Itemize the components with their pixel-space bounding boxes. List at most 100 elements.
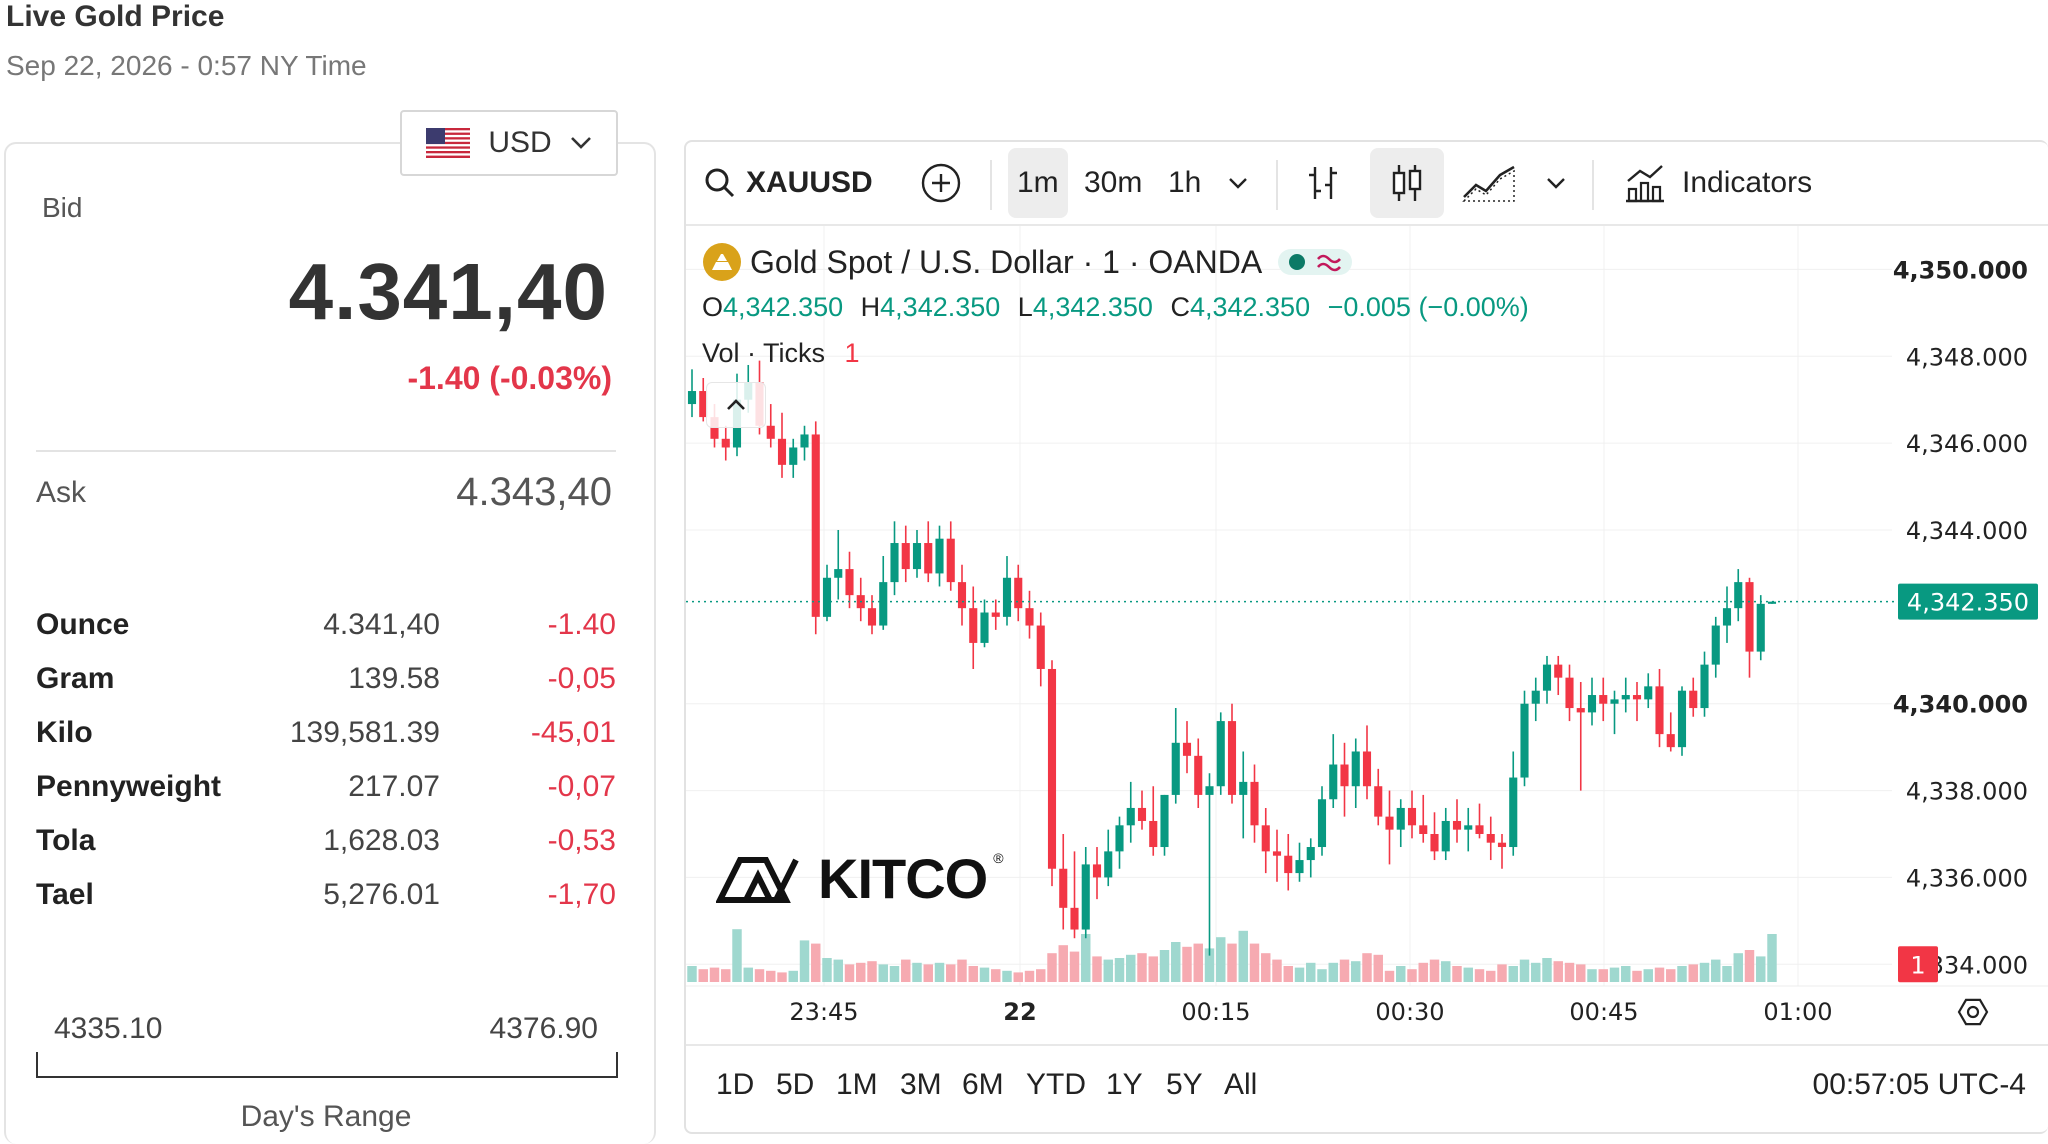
candle-body — [1610, 699, 1619, 704]
active-interval-highlight — [1008, 148, 1068, 218]
candle-body — [1329, 764, 1338, 800]
days-range-bar — [36, 1052, 618, 1078]
volume-bar — [1148, 956, 1158, 982]
range-5y[interactable]: 5Y — [1166, 1068, 1203, 1101]
unit-price: 5,276.01 — [323, 878, 440, 911]
volume-bar — [709, 967, 720, 982]
ask-label: Ask — [36, 476, 87, 509]
area-chart-icon — [1462, 165, 1515, 202]
candle-body — [1036, 625, 1045, 669]
candle-body — [1520, 703, 1529, 778]
candle-body — [1644, 686, 1653, 700]
candle-body — [1317, 799, 1327, 848]
volume-bar — [1666, 969, 1676, 982]
last-price-label: 4,342.350 — [1907, 589, 2029, 617]
candle-body — [1227, 721, 1237, 795]
time-tick-label: 22 — [1003, 998, 1036, 1026]
candle-body — [1272, 851, 1282, 856]
volume-bar — [878, 964, 888, 982]
candle-body — [901, 543, 910, 570]
time-tick-label: 00:45 — [1569, 998, 1638, 1026]
chart-toolbar — [686, 142, 2048, 226]
volume-bar — [788, 970, 798, 982]
days-range-caption: Day's Range — [240, 1100, 412, 1133]
low-value: 4,342.350 — [1032, 292, 1153, 322]
currency-select[interactable]: USD — [400, 110, 618, 176]
range-5d[interactable]: 5D — [776, 1068, 815, 1101]
candle-body — [1700, 664, 1709, 709]
candle-body — [1070, 907, 1079, 930]
bar-chart-type-button[interactable] — [1306, 142, 1340, 224]
kitco-mark-icon — [716, 856, 799, 903]
candle-body — [1194, 755, 1203, 795]
volume-bar — [923, 964, 933, 982]
symbol-search[interactable]: XAUUSD — [704, 142, 873, 224]
range-6m[interactable]: 6M — [962, 1068, 1004, 1101]
range-1y[interactable]: 1Y — [1106, 1068, 1143, 1101]
candle-body — [1205, 786, 1214, 795]
volume-bar — [991, 969, 1001, 982]
candle-body — [1407, 807, 1417, 826]
range-all[interactable]: All — [1224, 1068, 1258, 1101]
candle-body — [1430, 834, 1439, 852]
bid-label: Bid — [42, 192, 83, 223]
range-1m[interactable]: 1M — [836, 1068, 878, 1101]
compare-symbol-button[interactable] — [920, 142, 962, 224]
volume-bar — [732, 929, 742, 982]
candle-chart-type-button[interactable] — [1390, 142, 1424, 224]
range-3m[interactable]: 3M — [900, 1068, 942, 1101]
volume-bar — [1744, 950, 1755, 982]
volume-bar — [1328, 962, 1338, 982]
unit-change: -1.40 — [547, 608, 616, 641]
unit-change: -45,01 — [530, 716, 616, 749]
candle-body — [1599, 695, 1608, 704]
chart-bottom-bar — [686, 1044, 2048, 1132]
interval-1m[interactable]: 1m — [1017, 166, 1059, 199]
us-flag-icon — [426, 128, 471, 158]
volume-bar — [1553, 961, 1563, 982]
chart-type-dropdown[interactable] — [1546, 142, 1566, 224]
chart-legend-title: Gold Spot / U.S. Dollar · 1 · OANDA — [702, 242, 1353, 282]
unit-row: Gram 139.58 -0,05 — [36, 662, 616, 716]
chart-settings-icon[interactable] — [1957, 998, 1989, 1026]
volume-bar — [833, 959, 843, 982]
interval-30m[interactable]: 30m — [1084, 166, 1143, 199]
market-open-dot-icon — [1289, 254, 1306, 270]
active-chart-type-highlight — [1370, 148, 1444, 218]
market-status-badge[interactable] — [1278, 249, 1353, 275]
volume-bar — [687, 966, 697, 982]
volume-bar — [1733, 953, 1743, 982]
unit-name: Gram — [36, 662, 115, 695]
candle-body — [1081, 864, 1090, 930]
range-1d[interactable]: 1D — [716, 1068, 755, 1101]
candle-body — [946, 538, 955, 583]
candle-body — [1284, 855, 1293, 874]
range-ytd[interactable]: YTD — [1026, 1068, 1086, 1101]
candle-body — [1722, 608, 1732, 626]
area-chart-type-button[interactable] — [1462, 142, 1516, 224]
candle-body — [1171, 742, 1180, 795]
candle-body — [1542, 664, 1552, 691]
candle-body — [811, 434, 820, 617]
indicators-button[interactable]: Indicators — [1624, 142, 1812, 224]
interval-1h[interactable]: 1h — [1168, 166, 1202, 199]
volume-bar — [754, 969, 765, 982]
volume-bar — [1036, 969, 1046, 982]
price-chart[interactable]: 4,350.000 4,348.000 4,346.000 4,344.000 4,34… — [686, 226, 2048, 1042]
interval-dropdown[interactable] — [1228, 142, 1248, 224]
chart-clock[interactable]: 00:57:05 UTC-4 — [1812, 1068, 2026, 1101]
volume-bar — [1587, 969, 1597, 982]
unit-change: -0,05 — [547, 662, 616, 695]
candle-body — [991, 612, 1000, 617]
volume-bar — [1384, 970, 1395, 982]
collapse-legend-button[interactable] — [706, 382, 766, 428]
candle-body — [879, 582, 888, 626]
candle-body — [777, 438, 787, 465]
unit-price: 139,581.39 — [289, 716, 440, 749]
open-value: 4,342.350 — [723, 292, 844, 322]
kitco-logo: KITCO ® — [716, 846, 1004, 911]
candle-body — [1047, 668, 1057, 869]
bid-change: -1.40 (-0.03%) — [407, 360, 612, 396]
volume-bar — [1261, 953, 1271, 982]
volume-bar — [1711, 959, 1721, 982]
